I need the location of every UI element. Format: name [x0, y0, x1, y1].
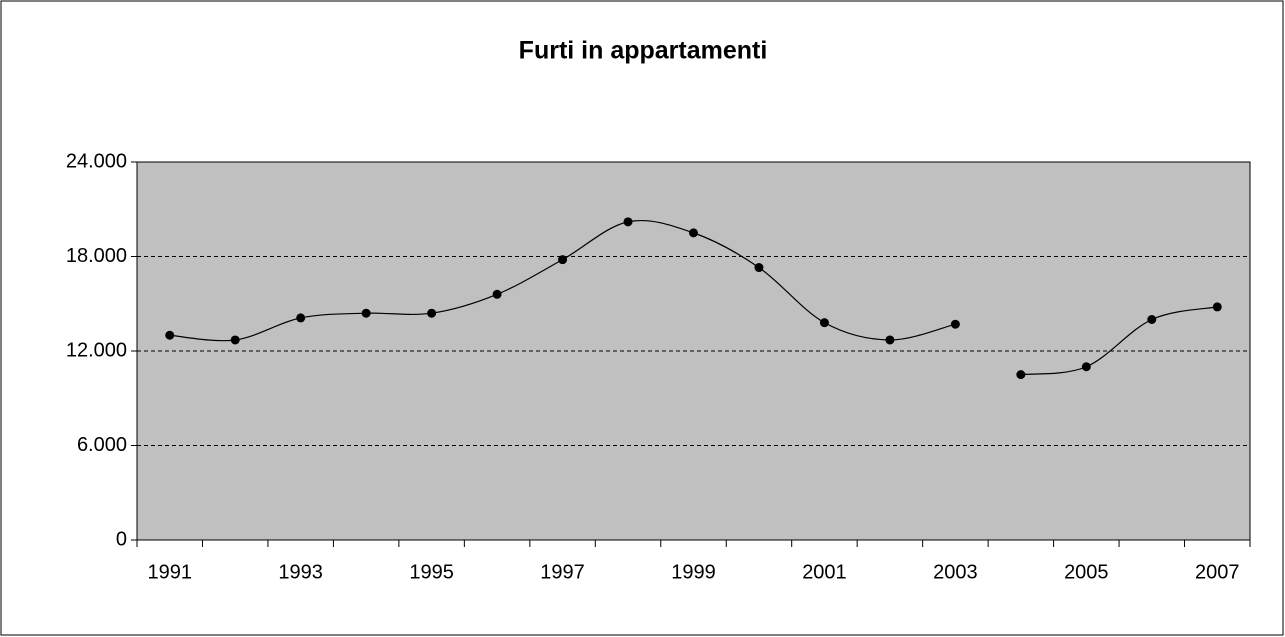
y-tick-label: 12.000: [66, 339, 127, 361]
y-tick-label: 0: [116, 528, 127, 550]
x-tick-label: 1991: [147, 561, 192, 583]
data-point: [1081, 362, 1091, 372]
x-tick-label: 1993: [278, 561, 323, 583]
data-point: [950, 319, 960, 329]
data-point: [230, 335, 240, 345]
x-tick-label: 2005: [1064, 561, 1109, 583]
data-point: [296, 313, 306, 323]
data-point: [1147, 315, 1157, 324]
series-line: [1020, 306, 1218, 376]
data-point: [361, 308, 371, 318]
x-tick-label: 2007: [1195, 561, 1240, 583]
data-point: [885, 335, 895, 345]
data-point: [819, 318, 829, 328]
x-tick-label: 1997: [540, 561, 585, 583]
x-tick-label: 2001: [802, 561, 847, 583]
chart-title: Furti in appartamenti: [519, 37, 768, 65]
x-tick-label: 2003: [933, 561, 978, 583]
x-tick-label: 1995: [409, 561, 454, 583]
data-point: [492, 289, 502, 299]
data-point: [558, 255, 568, 265]
data-point: [165, 330, 175, 340]
data-point: [754, 263, 764, 273]
y-tick-label: 18.000: [66, 245, 127, 267]
y-tick-label: 24.000: [66, 150, 127, 172]
x-tick-label: 1999: [671, 561, 716, 583]
data-point: [623, 217, 633, 227]
y-tick-label: 6.000: [77, 434, 127, 456]
data-point: [1212, 302, 1222, 312]
data-point: [1016, 370, 1026, 380]
data-point: [689, 228, 698, 238]
data-point: [427, 308, 437, 318]
